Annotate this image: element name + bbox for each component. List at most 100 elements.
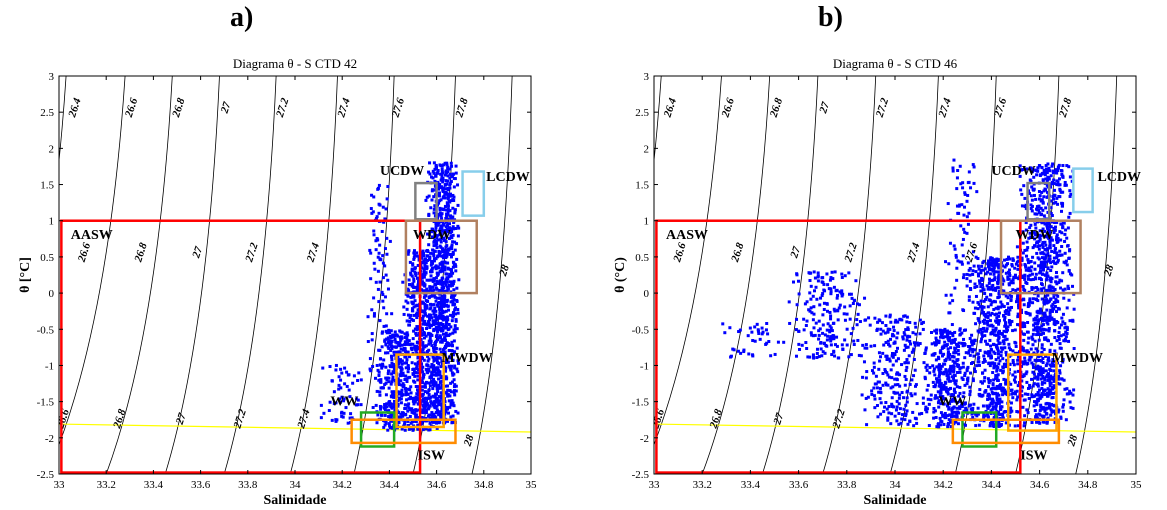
chart-title: Diagrama θ - S CTD 42 [233,56,357,71]
data-point [406,364,410,368]
data-point [819,347,823,351]
data-point [442,301,446,305]
data-point [815,347,819,351]
data-point [385,312,389,316]
data-point [723,331,727,335]
data-point [994,358,998,362]
data-point [991,382,995,386]
data-point [421,309,425,313]
data-point [987,362,991,366]
data-point [1054,247,1058,251]
data-point [1021,346,1025,350]
data-point [386,351,390,355]
data-point [340,395,344,399]
data-point [1034,272,1038,276]
data-point [1034,169,1038,173]
data-point [1025,380,1029,384]
data-point [373,267,377,271]
data-point [1026,277,1030,281]
data-point [356,379,360,383]
data-point [986,351,990,355]
data-point [1021,284,1025,288]
data-point [438,373,442,377]
data-point [449,300,453,304]
data-point [943,335,947,339]
data-point [441,309,445,313]
data-point [943,414,947,418]
data-point [1051,302,1055,306]
data-point [398,365,402,369]
data-point [967,211,971,215]
x-tick-label: 35 [1131,479,1143,491]
data-point [895,399,899,403]
data-point [1047,288,1051,292]
data-point [1023,421,1027,425]
data-point [428,334,432,338]
data-point [404,393,408,397]
data-point [931,380,935,384]
data-point [1007,312,1011,316]
data-point [457,226,461,230]
data-point [422,267,426,271]
data-point [438,211,442,215]
isopycnal-label: 27.6 [389,96,407,119]
data-point [393,364,397,368]
data-point [966,261,970,265]
data-point [412,251,416,255]
data-point [341,415,345,419]
data-point [421,428,425,432]
data-point [926,383,930,387]
data-point [1045,420,1049,424]
data-point [989,348,993,352]
data-point [387,415,391,419]
data-point [825,309,829,313]
data-point [896,331,900,335]
data-point [439,240,443,244]
data-point [385,236,389,240]
data-point [906,328,910,332]
data-point [903,383,907,387]
data-point [1003,265,1007,269]
data-point [897,412,901,416]
isopycnal-label: 26.8 [729,241,747,264]
data-point [383,404,387,408]
data-point [996,320,1000,324]
data-point [896,383,900,387]
data-point [1049,297,1053,301]
data-point [442,229,446,233]
data-point [876,380,880,384]
data-point [376,255,380,259]
axes-frame [58,75,532,475]
data-point [374,280,378,284]
data-point [402,312,406,316]
data-point [1064,228,1068,232]
data-point [1042,252,1046,256]
data-point [454,264,458,268]
data-point [1053,225,1057,229]
data-point [1034,318,1038,322]
data-point [765,321,769,325]
data-point [902,331,906,335]
data-point [408,260,412,264]
data-point [952,378,956,382]
data-point [455,367,459,371]
data-point [729,355,733,359]
data-point [420,388,424,392]
data-point [431,188,435,192]
data-point [403,340,407,344]
data-point [1020,394,1024,398]
data-point [992,378,996,382]
data-point [444,179,448,183]
data-point [884,401,888,405]
data-point [1039,370,1043,374]
freezing-line [654,423,1136,433]
data-point [421,281,425,285]
data-point [819,296,823,300]
data-point [433,340,437,344]
data-point [437,193,441,197]
data-point [927,424,931,428]
data-point [947,407,951,411]
data-point [794,354,798,358]
data-point [1045,224,1049,228]
water-mass-box-mwdw [395,353,445,429]
